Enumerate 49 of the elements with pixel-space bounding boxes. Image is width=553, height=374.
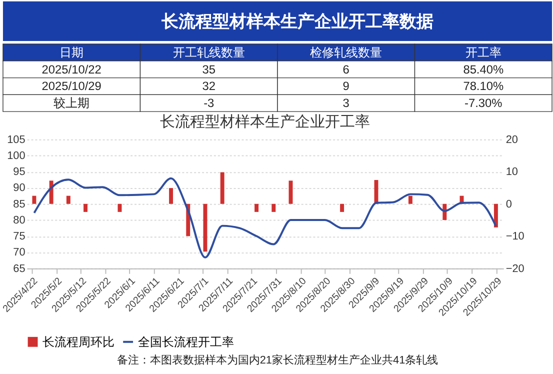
bar: [272, 204, 276, 212]
chart-subtitle: 长流程型材样本生产企业开工率: [160, 113, 370, 130]
text: 日期: [60, 45, 84, 60]
bar: [169, 188, 174, 204]
chart-title: 长流程型材样本生产企业开工率数据: [160, 12, 434, 32]
y-tick-label: 85: [13, 198, 26, 210]
legend-label: 长流程周环比: [42, 334, 115, 349]
y2-tick-label: 20: [506, 134, 518, 146]
bar: [203, 204, 208, 252]
bar: [32, 196, 36, 204]
text: 9: [342, 79, 350, 94]
text: 78.10%: [463, 79, 504, 94]
line-series: [33, 177, 497, 258]
y-tick-label: 95: [13, 166, 26, 178]
text: 32: [202, 79, 216, 94]
text: 检修轧线数量: [310, 45, 382, 60]
y-tick-label: 105: [7, 134, 26, 146]
y2-tick-label: −10: [506, 230, 524, 243]
text: 开工轧线数量: [172, 45, 245, 60]
bar: [408, 196, 412, 204]
text: -3: [204, 96, 215, 110]
bar: [66, 196, 70, 204]
y-tick-label: 70: [13, 246, 26, 259]
bar: [288, 180, 293, 204]
bar: [340, 204, 344, 212]
text: 85.40%: [463, 62, 504, 76]
text: 2025/10/22: [42, 62, 102, 76]
y-tick-label: 90: [13, 182, 26, 194]
text: 开工率: [465, 45, 502, 60]
bar: [84, 204, 88, 212]
text: 2025/10/29: [42, 79, 102, 94]
bar: [254, 204, 259, 212]
text: 6: [342, 62, 350, 76]
text: 3: [342, 96, 350, 110]
y2-tick-label: 10: [506, 166, 518, 178]
y-tick-label: 75: [13, 230, 26, 243]
legend-label: 全国长流程开工率: [138, 334, 234, 349]
y-tick-label: 65: [13, 262, 26, 275]
text: -7.30%: [464, 96, 503, 110]
text: 35: [202, 62, 216, 76]
bar: [118, 204, 122, 212]
y-tick-label: 80: [13, 214, 26, 226]
y-tick-label: 100: [7, 150, 26, 162]
text: 较上期: [54, 96, 90, 110]
y2-tick-label: 0: [506, 198, 512, 210]
bar: [220, 172, 224, 204]
bar: [494, 204, 498, 228]
y2-tick-label: −20: [506, 262, 524, 275]
text: 备注：本图表数据样本为国内21家长流程型材生产企业共41条轧线: [116, 354, 438, 367]
